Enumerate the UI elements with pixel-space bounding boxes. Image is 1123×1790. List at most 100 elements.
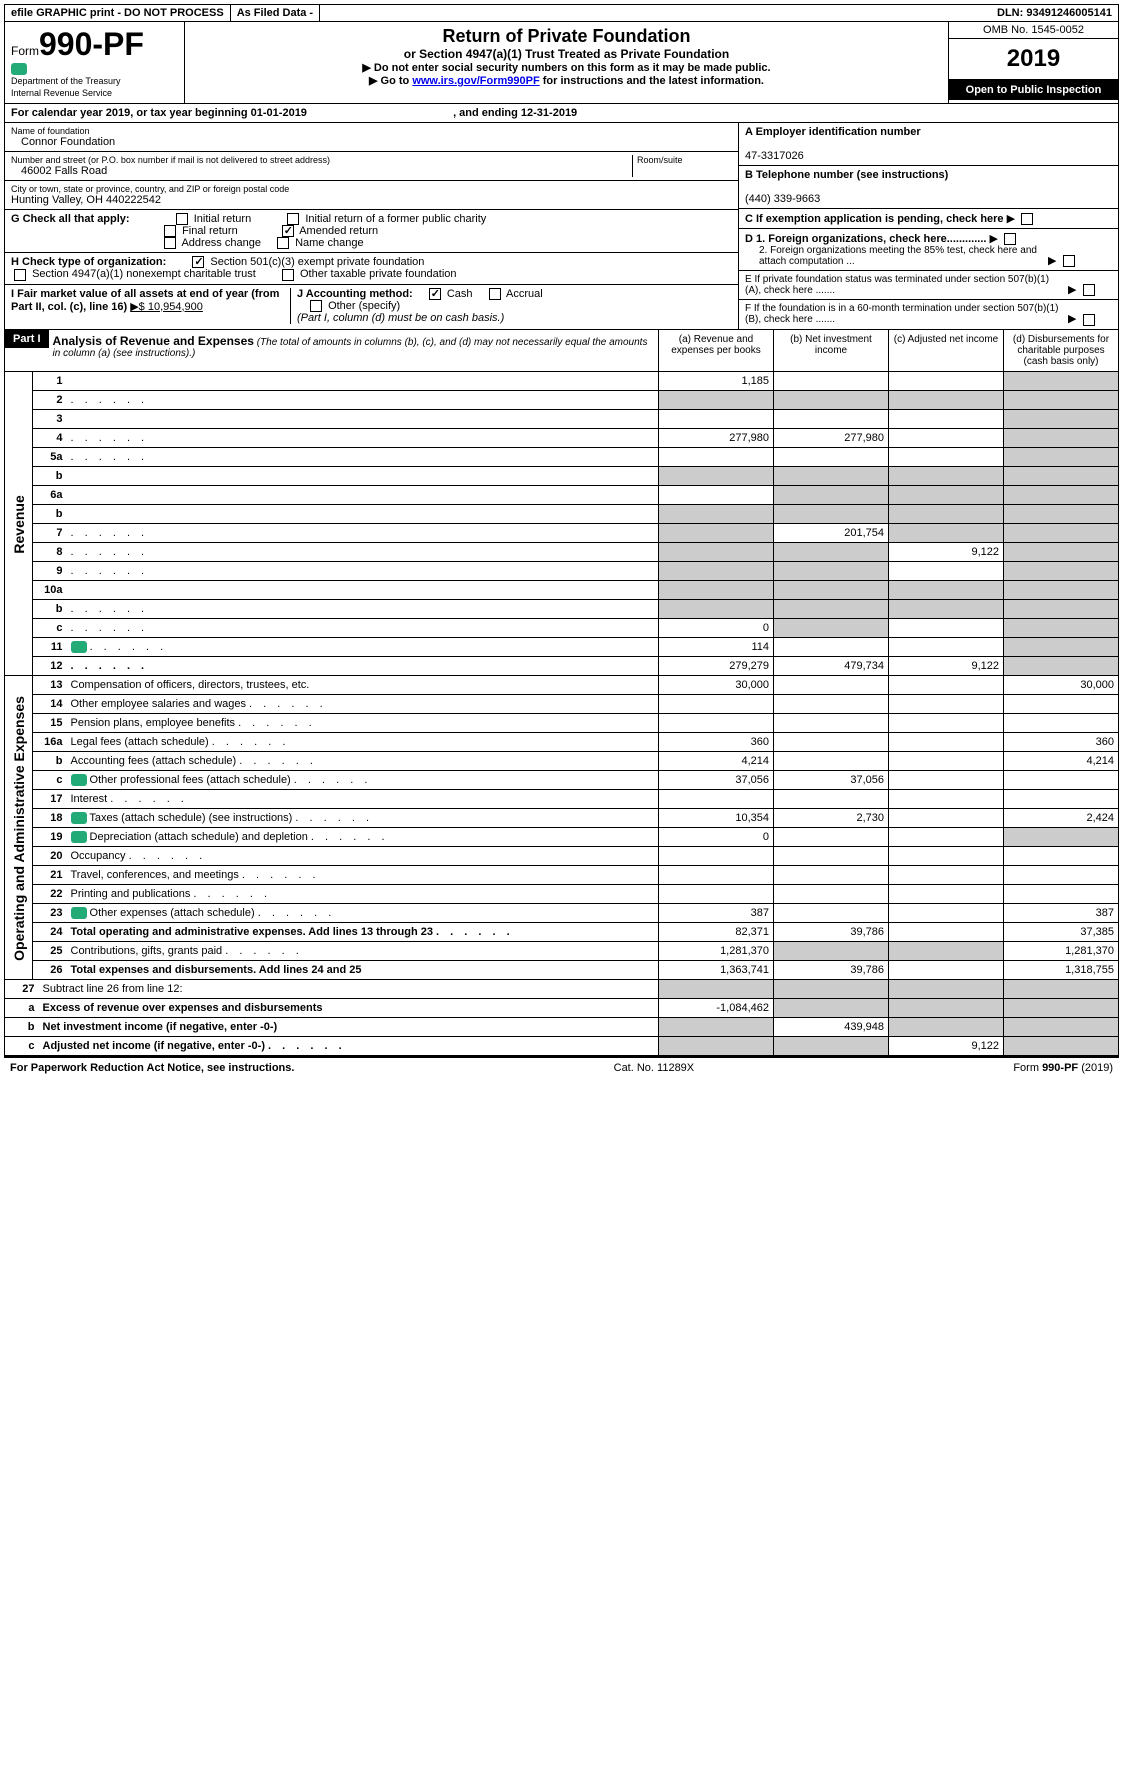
instructions-link[interactable]: www.irs.gov/Form990PF — [412, 75, 539, 87]
line-description — [67, 466, 659, 485]
line-number: 14 — [33, 694, 67, 713]
attachment-icon[interactable] — [71, 812, 87, 824]
line-description: Accounting fees (attach schedule) . . . … — [67, 751, 659, 770]
cell-value — [889, 637, 1004, 656]
checkbox-cash[interactable] — [429, 288, 441, 300]
footer-center: Cat. No. 11289X — [614, 1062, 695, 1074]
cell-value — [889, 980, 1004, 999]
line-description: . . . . . . — [67, 523, 659, 542]
checkbox-f[interactable] — [1083, 314, 1095, 326]
cell-value — [889, 447, 1004, 466]
line-description: Travel, conferences, and meetings . . . … — [67, 865, 659, 884]
line-number: 10a — [33, 580, 67, 599]
line-description: Occupancy . . . . . . — [67, 846, 659, 865]
cell-value: 10,354 — [659, 808, 774, 827]
col-c-header: (c) Adjusted net income — [888, 330, 1003, 371]
cell-value — [774, 903, 889, 922]
checkbox-name-change[interactable] — [277, 237, 289, 249]
omb-number: OMB No. 1545-0052 — [949, 22, 1118, 39]
line-number: 25 — [33, 942, 67, 961]
street-address: 46002 Falls Road — [11, 165, 632, 177]
checkbox-other-taxable[interactable] — [282, 269, 294, 281]
cell-value: 39,786 — [774, 961, 889, 980]
checkbox-accrual[interactable] — [489, 288, 501, 300]
cell-value — [889, 789, 1004, 808]
cell-value — [1004, 656, 1119, 675]
line-description: Pension plans, employee benefits . . . .… — [67, 713, 659, 732]
cell-value: 1,318,755 — [1004, 961, 1119, 980]
dln: DLN: 93491246005141 — [991, 5, 1118, 21]
cell-value — [774, 372, 889, 391]
cell-value: 439,948 — [774, 1018, 889, 1037]
cell-value — [774, 846, 889, 865]
checkbox-e[interactable] — [1083, 284, 1095, 296]
col-a-header: (a) Revenue and expenses per books — [658, 330, 773, 371]
line-number: 1 — [33, 372, 67, 391]
checkbox-final-return[interactable] — [164, 225, 176, 237]
cell-value — [889, 466, 1004, 485]
topbar: efile GRAPHIC print - DO NOT PROCESS As … — [4, 4, 1119, 22]
cell-value: 479,734 — [774, 656, 889, 675]
checkbox-d1[interactable] — [1004, 233, 1016, 245]
line-number: c — [33, 618, 67, 637]
attachment-icon[interactable] — [71, 907, 87, 919]
cell-value — [774, 485, 889, 504]
cell-value: 37,385 — [1004, 923, 1119, 942]
line-number: 22 — [33, 884, 67, 903]
attachment-icon[interactable] — [71, 774, 87, 786]
cell-value — [774, 789, 889, 808]
line-description: Total expenses and disbursements. Add li… — [67, 961, 659, 980]
cell-value — [774, 980, 889, 999]
cell-value: 277,980 — [659, 428, 774, 447]
checkbox-c[interactable] — [1021, 213, 1033, 225]
checkbox-d2[interactable] — [1063, 255, 1075, 267]
cell-value — [889, 372, 1004, 391]
line-number: 11 — [33, 637, 67, 656]
checkbox-other-method[interactable] — [310, 300, 322, 312]
attachment-icon[interactable] — [71, 641, 87, 653]
checkbox-initial-return[interactable] — [176, 213, 188, 225]
j-note: (Part I, column (d) must be on cash basi… — [297, 312, 504, 324]
cell-value: 0 — [659, 827, 774, 846]
cell-value — [889, 676, 1004, 695]
cell-value — [889, 618, 1004, 637]
cell-value — [889, 485, 1004, 504]
room-label: Room/suite — [637, 155, 732, 165]
cell-value — [1004, 580, 1119, 599]
cell-value: 2,424 — [1004, 808, 1119, 827]
cell-value — [774, 466, 889, 485]
d2-label: 2. Foreign organizations meeting the 85%… — [745, 245, 1045, 267]
fmv-value: ▶$ 10,954,900 — [130, 301, 203, 313]
cell-value — [889, 428, 1004, 447]
cell-value: 360 — [659, 732, 774, 751]
cell-value — [1004, 504, 1119, 523]
line-description — [67, 409, 659, 428]
line-number: 13 — [33, 676, 67, 695]
cell-value: 114 — [659, 637, 774, 656]
cell-value — [1004, 372, 1119, 391]
line-description: . . . . . . — [67, 599, 659, 618]
cell-value: 9,122 — [889, 656, 1004, 675]
line-number: b — [33, 466, 67, 485]
cell-value — [659, 447, 774, 466]
irs-icon — [11, 63, 27, 75]
line-number: 3 — [33, 409, 67, 428]
ein-label: A Employer identification number — [745, 126, 921, 138]
line-description: Depreciation (attach schedule) and deple… — [67, 827, 659, 846]
phone-label: B Telephone number (see instructions) — [745, 169, 948, 181]
checkbox-initial-former[interactable] — [287, 213, 299, 225]
cell-value: 1,281,370 — [1004, 942, 1119, 961]
cell-value — [889, 390, 1004, 409]
h-label: H Check type of organization: — [11, 256, 166, 268]
checkbox-address-change[interactable] — [164, 237, 176, 249]
line-number: 6a — [33, 485, 67, 504]
checkbox-4947[interactable] — [14, 269, 26, 281]
checkbox-amended-return[interactable] — [282, 225, 294, 237]
checkbox-501c3[interactable] — [192, 256, 204, 268]
cell-value — [889, 694, 1004, 713]
line-description: Total operating and administrative expen… — [67, 923, 659, 942]
cell-value — [774, 827, 889, 846]
line-number: a — [5, 999, 39, 1018]
cell-value — [889, 923, 1004, 942]
attachment-icon[interactable] — [71, 831, 87, 843]
